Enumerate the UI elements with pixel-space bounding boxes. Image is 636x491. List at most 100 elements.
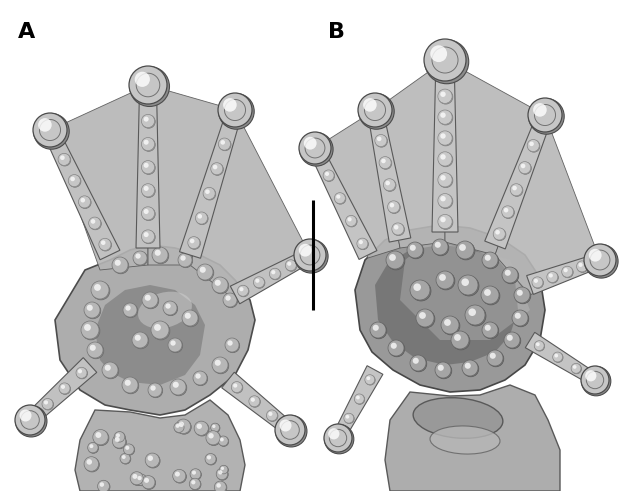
Circle shape [232,382,242,393]
Circle shape [439,153,453,167]
Circle shape [585,370,597,382]
Circle shape [577,261,588,273]
Circle shape [123,303,137,317]
Circle shape [451,331,469,349]
Circle shape [299,244,312,257]
Circle shape [553,352,563,362]
Circle shape [122,377,138,393]
Circle shape [419,312,426,319]
Circle shape [502,206,515,218]
Circle shape [461,278,469,286]
Circle shape [457,242,475,260]
Circle shape [123,378,139,394]
Circle shape [190,469,201,480]
Circle shape [584,244,616,276]
Circle shape [385,181,390,186]
Circle shape [163,301,177,316]
Circle shape [38,118,52,132]
Circle shape [512,186,517,191]
Circle shape [129,66,167,104]
Circle shape [387,201,399,213]
Circle shape [371,323,387,339]
Ellipse shape [413,398,503,438]
Circle shape [436,363,452,379]
Circle shape [255,278,259,283]
Polygon shape [148,85,235,265]
Circle shape [141,161,155,174]
Circle shape [438,215,452,229]
Circle shape [440,91,446,97]
Circle shape [60,383,71,394]
Circle shape [485,255,491,261]
Polygon shape [495,115,600,295]
Circle shape [141,207,155,220]
Circle shape [529,99,564,134]
Circle shape [503,268,519,284]
Circle shape [205,454,216,465]
Circle shape [152,322,170,340]
Circle shape [178,253,192,267]
Circle shape [266,410,277,421]
Circle shape [218,93,252,127]
Circle shape [68,175,80,187]
Circle shape [356,396,360,399]
Circle shape [174,422,184,433]
Circle shape [145,453,160,467]
Circle shape [148,456,153,461]
Circle shape [219,93,254,129]
Circle shape [410,280,430,300]
Circle shape [275,415,305,445]
Circle shape [287,262,291,266]
Circle shape [345,216,357,226]
Circle shape [581,366,609,394]
Circle shape [131,472,144,486]
Circle shape [33,113,67,147]
Circle shape [114,437,120,442]
Circle shape [528,98,562,132]
Circle shape [436,271,454,289]
Circle shape [459,276,479,296]
Circle shape [61,385,65,389]
Circle shape [294,240,328,273]
Circle shape [488,351,504,367]
Circle shape [507,335,513,341]
Circle shape [482,322,498,338]
Circle shape [435,362,451,378]
Circle shape [238,286,249,297]
Circle shape [589,249,602,262]
Circle shape [456,241,474,259]
Polygon shape [525,332,598,385]
Polygon shape [230,249,314,304]
Circle shape [184,313,191,319]
Circle shape [465,363,471,369]
Circle shape [408,243,424,259]
Circle shape [183,311,199,327]
Circle shape [505,333,521,349]
Circle shape [225,296,231,300]
Circle shape [391,343,397,349]
Circle shape [510,184,522,196]
Circle shape [534,341,544,351]
Circle shape [58,153,70,165]
Circle shape [437,272,455,290]
Circle shape [219,138,231,151]
Circle shape [149,383,163,398]
Circle shape [191,469,202,480]
Circle shape [144,478,149,483]
Circle shape [441,316,459,334]
Circle shape [294,239,326,271]
Circle shape [221,140,225,145]
Circle shape [271,270,275,274]
Circle shape [286,260,297,272]
Circle shape [365,375,375,385]
Circle shape [179,421,184,427]
Circle shape [173,382,179,388]
Circle shape [197,264,213,280]
Circle shape [145,295,151,301]
Circle shape [144,117,149,122]
Circle shape [113,436,127,449]
Circle shape [125,446,129,450]
Circle shape [219,436,229,446]
Circle shape [212,425,216,428]
Circle shape [520,162,532,174]
